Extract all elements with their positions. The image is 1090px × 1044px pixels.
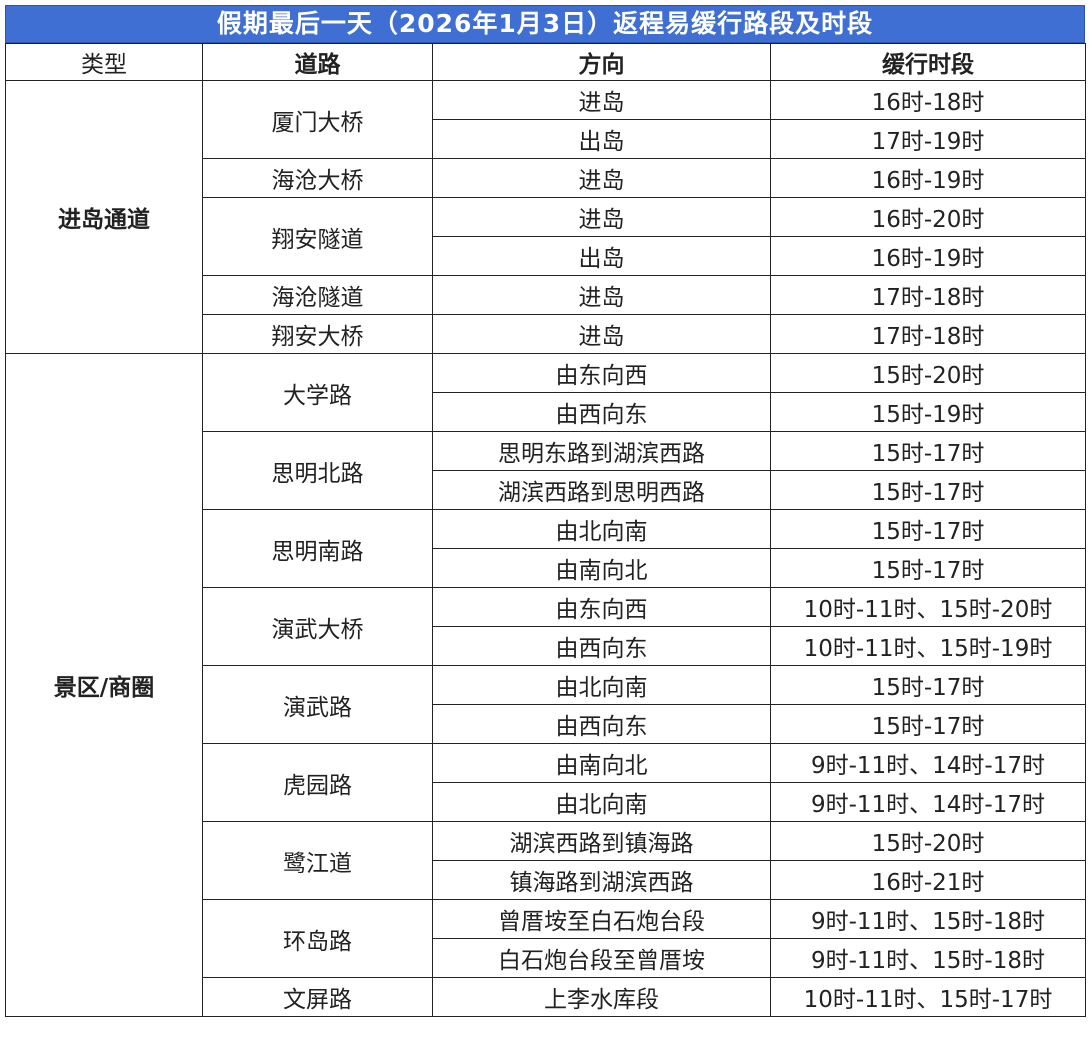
table-title: 假期最后一天（2026年1月3日）返程易缓行路段及时段 bbox=[5, 5, 1085, 43]
direction-cell: 镇海路到湖滨西路 bbox=[432, 860, 771, 900]
table-row: 翔安大桥 进岛 17时-18时 bbox=[6, 314, 1086, 354]
road-cell: 文屏路 bbox=[202, 977, 433, 1017]
road-cell: 鹭江道 bbox=[202, 821, 433, 900]
table-row: 海沧隧道 进岛 17时-18时 bbox=[6, 275, 1086, 315]
direction-cell: 进岛 bbox=[432, 80, 771, 120]
table-row: 镇海路到湖滨西路 16时-21时 bbox=[6, 860, 1086, 900]
direction-cell: 白石炮台段至曾厝垵 bbox=[432, 938, 771, 978]
time-cell: 15时-20时 bbox=[770, 353, 1086, 393]
direction-cell: 湖滨西路到镇海路 bbox=[432, 821, 771, 861]
header-row: 类型 道路 方向 缓行时段 bbox=[5, 43, 1086, 81]
direction-cell: 由东向西 bbox=[432, 587, 771, 627]
time-cell: 15时-19时 bbox=[770, 392, 1086, 432]
table-row: 演武路 由北向南 15时-17时 bbox=[6, 665, 1086, 744]
road-cell: 虎园路 bbox=[202, 743, 433, 822]
header-type: 类型 bbox=[5, 43, 203, 81]
table-row: 鹭江道 湖滨西路到镇海路 15时-20时 bbox=[6, 821, 1086, 900]
table-row: 由北向南 9时-11时、14时-17时 bbox=[6, 782, 1086, 822]
direction-cell: 由南向北 bbox=[432, 548, 771, 588]
time-cell: 16时-20时 bbox=[770, 197, 1086, 237]
header-time: 缓行时段 bbox=[770, 43, 1086, 81]
time-cell: 15时-17时 bbox=[770, 548, 1086, 588]
table-row: 湖滨西路到思明西路 15时-17时 bbox=[6, 470, 1086, 510]
road-cell: 环岛路 bbox=[202, 899, 433, 978]
time-cell: 15时-17时 bbox=[770, 470, 1086, 510]
direction-cell: 思明东路到湖滨西路 bbox=[432, 431, 771, 471]
type-cell: 进岛通道 bbox=[5, 80, 203, 354]
time-cell: 16时-21时 bbox=[770, 860, 1086, 900]
time-cell: 10时-11时、15时-20时 bbox=[770, 587, 1086, 627]
direction-cell: 由西向东 bbox=[432, 704, 771, 744]
direction-cell: 进岛 bbox=[432, 314, 771, 354]
time-cell: 15时-17时 bbox=[770, 704, 1086, 744]
time-cell: 16时-19时 bbox=[770, 158, 1086, 198]
table-row: 进岛通道 厦门大桥 进岛 16时-18时 bbox=[5, 80, 1086, 354]
direction-cell: 由南向北 bbox=[432, 743, 771, 783]
direction-cell: 由北向南 bbox=[432, 509, 771, 549]
time-cell: 9时-11时、15时-18时 bbox=[770, 899, 1086, 939]
direction-cell: 上李水库段 bbox=[432, 977, 771, 1017]
road-cell: 思明北路 bbox=[202, 431, 433, 510]
header-road: 道路 bbox=[202, 43, 433, 81]
direction-cell: 由北向南 bbox=[432, 665, 771, 705]
traffic-table-container: 假期最后一天（2026年1月3日）返程易缓行路段及时段 类型 道路 方向 缓行时… bbox=[5, 5, 1086, 1017]
road-cell: 演武路 bbox=[202, 665, 433, 744]
road-cell: 翔安大桥 bbox=[202, 314, 433, 354]
direction-cell: 由东向西 bbox=[432, 353, 771, 393]
direction-cell: 进岛 bbox=[432, 197, 771, 237]
time-cell: 15时-17时 bbox=[770, 431, 1086, 471]
direction-cell: 出岛 bbox=[432, 119, 771, 159]
direction-cell: 由西向东 bbox=[432, 392, 771, 432]
road-cell: 演武大桥 bbox=[202, 587, 433, 666]
road-cell: 思明南路 bbox=[202, 509, 433, 588]
time-cell: 16时-18时 bbox=[770, 80, 1086, 120]
table-row: 由南向北 15时-17时 bbox=[6, 548, 1086, 588]
table-row: 景区/商圈 大学路 由东向西 15时-20时 bbox=[5, 353, 1086, 1017]
time-cell: 10时-11时、15时-19时 bbox=[770, 626, 1086, 666]
road-cell: 大学路 bbox=[202, 353, 433, 432]
direction-cell: 进岛 bbox=[432, 158, 771, 198]
road-cell: 翔安隧道 bbox=[202, 197, 433, 276]
time-cell: 9时-11时、15时-18时 bbox=[770, 938, 1086, 978]
time-cell: 17时-18时 bbox=[770, 275, 1086, 315]
time-cell: 10时-11时、15时-17时 bbox=[770, 977, 1086, 1017]
header-direction: 方向 bbox=[432, 43, 771, 81]
time-cell: 16时-19时 bbox=[770, 236, 1086, 276]
table-row: 出岛 16时-19时 bbox=[6, 236, 1086, 276]
table-row: 思明南路 由北向南 15时-17时 bbox=[6, 509, 1086, 588]
direction-cell: 由北向南 bbox=[432, 782, 771, 822]
table-row: 由西向东 10时-11时、15时-19时 bbox=[6, 626, 1086, 666]
table-row: 文屏路 上李水库段 10时-11时、15时-17时 bbox=[6, 977, 1086, 1017]
direction-cell: 曾厝垵至白石炮台段 bbox=[432, 899, 771, 939]
congestion-table: 类型 道路 方向 缓行时段 进岛通道 厦门大桥 进岛 16时-18时 出岛 17时-19时… bbox=[5, 43, 1086, 1017]
direction-cell: 湖滨西路到思明西路 bbox=[432, 470, 771, 510]
time-cell: 15时-17时 bbox=[770, 665, 1086, 705]
direction-cell: 出岛 bbox=[432, 236, 771, 276]
time-cell: 15时-17时 bbox=[770, 509, 1086, 549]
direction-cell: 进岛 bbox=[432, 275, 771, 315]
time-cell: 9时-11时、14时-17时 bbox=[770, 782, 1086, 822]
direction-cell: 由西向东 bbox=[432, 626, 771, 666]
table-row: 思明北路 思明东路到湖滨西路 15时-17时 bbox=[6, 431, 1086, 510]
time-cell: 15时-20时 bbox=[770, 821, 1086, 861]
type-cell: 景区/商圈 bbox=[5, 353, 203, 1017]
table-row: 环岛路 曾厝垵至白石炮台段 9时-11时、15时-18时 bbox=[6, 899, 1086, 978]
table-row: 由西向东 15时-17时 bbox=[6, 704, 1086, 744]
time-cell: 17时-18时 bbox=[770, 314, 1086, 354]
time-cell: 17时-19时 bbox=[770, 119, 1086, 159]
road-cell: 厦门大桥 bbox=[202, 80, 433, 159]
road-cell: 海沧大桥 bbox=[202, 158, 433, 198]
time-cell: 9时-11时、14时-17时 bbox=[770, 743, 1086, 783]
table-row: 虎园路 由南向北 9时-11时、14时-17时 bbox=[6, 743, 1086, 822]
table-row: 出岛 17时-19时 bbox=[6, 119, 1086, 159]
road-cell: 海沧隧道 bbox=[202, 275, 433, 315]
table-row: 由西向东 15时-19时 bbox=[6, 392, 1086, 432]
